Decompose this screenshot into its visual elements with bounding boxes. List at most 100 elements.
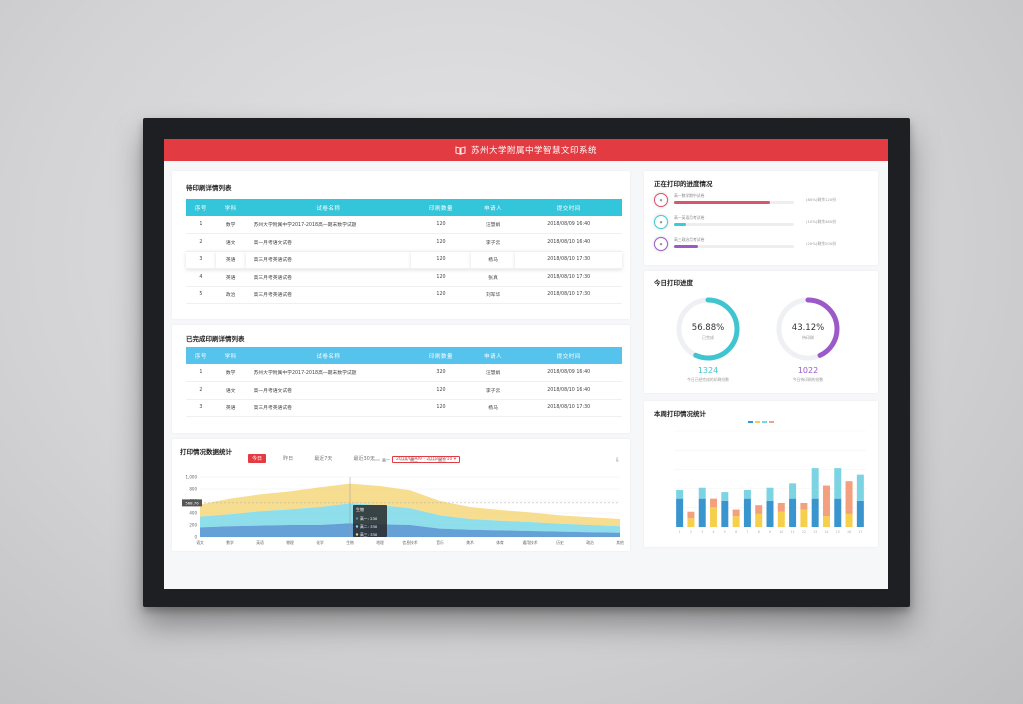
bar-segment[interactable] [687, 518, 695, 527]
table-cell: 2018/08/10 16:40 [515, 381, 622, 400]
x-tick-label: 音乐 [436, 540, 444, 545]
bar-segment[interactable] [766, 500, 774, 527]
table-cell: 4 [186, 268, 216, 287]
bar-segment[interactable] [845, 481, 853, 514]
table-cell: 语文 [215, 233, 246, 252]
download-icon[interactable]: ⇩ [614, 457, 620, 464]
table-row[interactable]: 2 语文 高一月考语文试卷 120 李子云 2018/08/10 16:40 [186, 233, 622, 252]
table-cell: 2018/08/10 17:30 [515, 286, 622, 304]
x-tick-label: 11 [791, 530, 795, 534]
table-cell: 2018/08/09 16:40 [515, 364, 622, 382]
bar-segment[interactable] [743, 489, 751, 499]
bar-segment[interactable] [811, 498, 819, 527]
bar-segment[interactable] [710, 507, 718, 527]
bar-segment[interactable] [676, 489, 684, 499]
table-cell: 张真 [470, 268, 516, 287]
table-cell: 高三月考英语试卷 [245, 251, 412, 269]
bar-segment[interactable] [766, 487, 774, 501]
column-header: 申请人 [470, 347, 516, 364]
area-series[interactable] [200, 483, 620, 527]
donut-percent: 56.88% [692, 323, 724, 333]
tab-yesterday[interactable]: 昨日 [283, 456, 294, 462]
progress-item[interactable]: ● 高一英语月考试卷 (10%)剩余480份 [654, 215, 868, 231]
bar-segment[interactable] [721, 500, 729, 527]
bar-segment[interactable] [777, 511, 785, 527]
x-tick-label: 1 [679, 530, 681, 534]
bar-segment[interactable] [789, 483, 797, 499]
bar-segment[interactable] [845, 513, 853, 527]
table-cell: 英语 [215, 399, 246, 417]
x-tick-label: 15 [836, 530, 840, 534]
progress-item-name: 高一数学期中试卷 [674, 193, 705, 198]
progress-item[interactable]: ● 高一数学期中试卷 (80%)剩余120份 [654, 193, 868, 209]
bar-segment[interactable] [777, 503, 785, 512]
bar-segment[interactable] [698, 498, 706, 527]
table-cell: 刘军华 [470, 286, 516, 304]
tab-last-7-days[interactable]: 最近7天 [314, 456, 333, 462]
table-cell: 120 [411, 251, 471, 269]
table-cell: 1 [186, 364, 216, 382]
bar-segment[interactable] [822, 516, 830, 527]
table-cell: 苏州大学附属中学2017-2018高一期末数学试题 [245, 216, 412, 234]
x-tick-label: 数学 [226, 540, 234, 545]
table-row[interactable]: 1 数学 苏州大学附属中学2017-2018高一期末数学试题 120 汪慧娟 2018/0… [186, 216, 622, 234]
donut-sub: 今日待印刷的份数 [793, 377, 824, 382]
bar-segment[interactable] [834, 498, 842, 527]
table-row[interactable]: 3 英语 高三月考英语试卷 120 杨马 2018/08/10 17:30 [186, 399, 622, 417]
bar-segment[interactable] [698, 487, 706, 499]
bar-segment[interactable] [800, 509, 808, 527]
table-row[interactable]: 2 语文 高一月考语文试卷 120 李子云 2018/08/10 16:40 [186, 381, 622, 400]
x-tick-label: 其他 [616, 540, 624, 545]
bar-segment[interactable] [676, 498, 684, 527]
date-range-picker[interactable]: 2018/08/09 - 2018/08/10 ▾ [391, 456, 461, 463]
bar-segment[interactable] [811, 468, 819, 499]
legend-swatch [762, 421, 767, 423]
table-row[interactable]: 3 英语 高三月考英语试卷 120 杨马 2018/08/10 17:30 [186, 251, 622, 269]
table-row[interactable]: 1 数学 苏州大学附属中学2017-2018高一期末数学试题 320 汪慧娟 2018/0… [186, 364, 622, 382]
progress-dot-icon: ● [654, 193, 668, 207]
table-cell: 政治 [215, 286, 246, 304]
bar-segment[interactable] [721, 492, 729, 501]
x-tick-label: 美术 [466, 540, 474, 545]
bar-segment[interactable] [755, 513, 763, 527]
progress-meta: (10%)剩余480份 [806, 219, 837, 224]
bar-segment[interactable] [743, 498, 751, 527]
marker-value: 568.76 [185, 500, 199, 505]
progress-bar-fill [674, 245, 698, 248]
x-tick-label: 地理 [376, 540, 384, 545]
bar-segment[interactable] [856, 474, 864, 501]
bar-segment[interactable] [710, 498, 718, 508]
x-tick-label: 6 [735, 530, 737, 534]
progress-item-name: 高一英语月考试卷 [674, 215, 705, 220]
bar-segment[interactable] [800, 503, 808, 510]
table-cell: 英语 [215, 268, 246, 287]
table-cell: 杨马 [470, 399, 516, 417]
bar-segment[interactable] [789, 498, 797, 527]
legend-label: 高二 [410, 457, 418, 463]
table-cell: 3 [186, 251, 216, 269]
bar-segment[interactable] [687, 511, 695, 519]
progress-meta: (80%)剩余120份 [806, 197, 837, 202]
stats-tabs: 今日 昨日 最近7天 最近30天 2018/08/09 - 2018/08/10… [248, 445, 461, 464]
area-series[interactable] [200, 523, 620, 537]
tab-last-30-days[interactable]: 最近30天 [353, 456, 375, 462]
area-series[interactable] [200, 503, 620, 533]
table-cell: 高三月考英语试卷 [245, 268, 412, 287]
bar-segment[interactable] [822, 485, 830, 517]
bar-segment[interactable] [732, 509, 740, 517]
bar-segment[interactable] [755, 505, 763, 514]
table-row[interactable]: 4 英语 高三月考英语试卷 120 张真 2018/08/10 17:30 [186, 268, 622, 287]
table-cell: 李子云 [470, 233, 516, 252]
table-row[interactable]: 5 政治 高三月考英语试卷 120 刘军华 2018/08/10 17:30 [186, 286, 622, 304]
progress-item[interactable]: ● 高三政治月考试卷 (20%)剩余200份 [654, 237, 868, 253]
tooltip-line: 高一: 230 [360, 516, 378, 521]
y-tick-label: 1,000 [186, 475, 198, 480]
bar-segment[interactable] [732, 516, 740, 527]
table-cell: 5 [186, 286, 216, 304]
bar-segment[interactable] [834, 468, 842, 499]
bar-segment[interactable] [856, 500, 864, 527]
tab-today[interactable]: 今日 [248, 454, 267, 463]
table-cell: 1 [186, 216, 216, 234]
x-tick-label: 2 [690, 530, 692, 534]
table-cell: 3 [186, 399, 216, 417]
